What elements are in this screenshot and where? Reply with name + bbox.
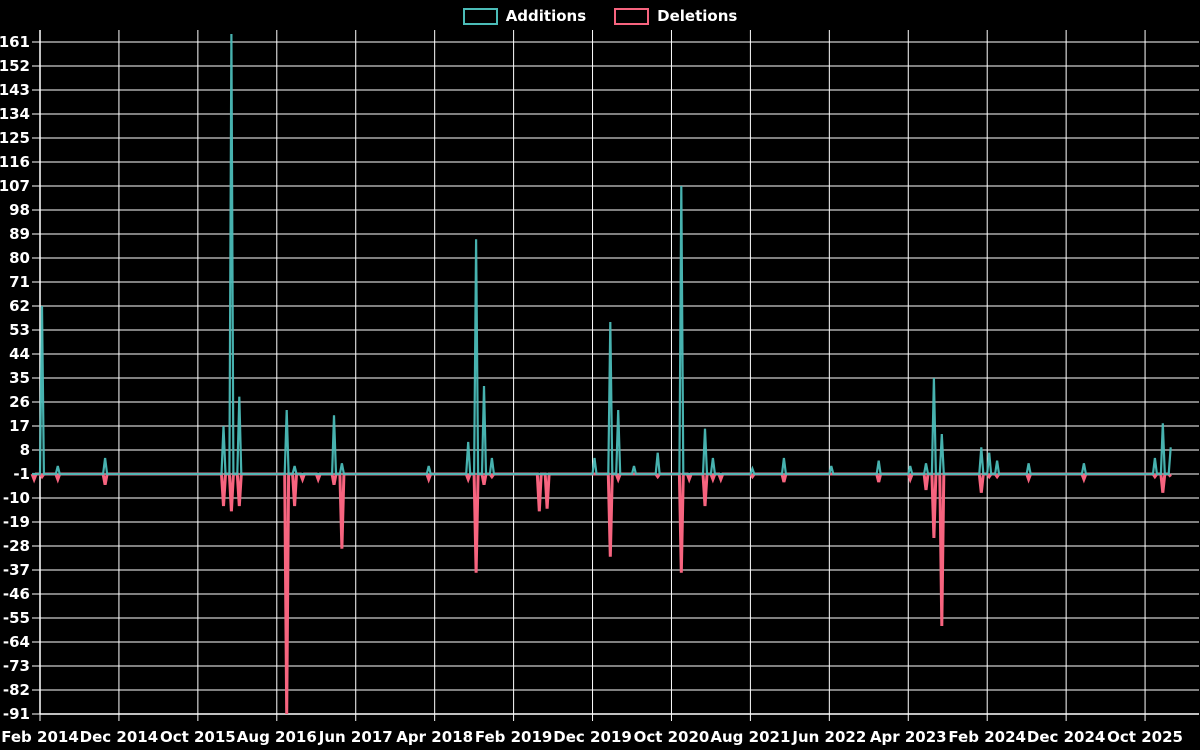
y-axis-tick-label: 17	[9, 417, 30, 435]
y-axis-tick-label: 116	[0, 153, 30, 171]
y-axis-tick-label: 44	[9, 345, 30, 363]
chart-legend: Additions Deletions	[0, 7, 1200, 25]
x-axis-tick-label: Aug 2021	[710, 728, 790, 746]
x-axis-tick-label: Oct 2025	[1107, 728, 1183, 746]
y-axis-tick-label: 161	[0, 33, 30, 51]
y-axis-tick-label: -82	[3, 681, 30, 699]
y-axis-tick-label: -64	[3, 633, 30, 651]
x-axis-tick-label: Jun 2017	[318, 728, 393, 746]
y-axis-tick-label: 125	[0, 129, 30, 147]
y-axis-tick-label: -73	[3, 657, 30, 675]
x-axis-tick-label: Aug 2016	[237, 728, 317, 746]
x-axis-tick-label: Oct 2020	[634, 728, 710, 746]
y-axis-tick-label: -28	[3, 537, 30, 555]
y-axis-tick-label: 107	[0, 177, 30, 195]
legend-label-additions: Additions	[505, 7, 587, 25]
x-axis-tick-label: Apr 2018	[396, 728, 473, 746]
x-axis-tick-label: Oct 2015	[160, 728, 236, 746]
y-axis-tick-label: -91	[3, 705, 30, 723]
y-axis-tick-label: 89	[9, 225, 30, 243]
y-axis-tick-label: 143	[0, 81, 30, 99]
x-axis-tick-label: Apr 2023	[870, 728, 947, 746]
y-axis-tick-label: 71	[9, 273, 30, 291]
y-axis-tick-label: -37	[3, 561, 30, 579]
legend-item-additions[interactable]: Additions	[462, 7, 587, 25]
legend-label-deletions: Deletions	[657, 7, 738, 25]
x-axis-tick-label: Feb 2014	[1, 728, 79, 746]
y-axis-tick-label: 134	[0, 105, 30, 123]
y-axis-tick-label: -19	[3, 513, 30, 531]
y-axis-tick-label: 62	[9, 297, 30, 315]
x-axis-tick-label: Feb 2019	[475, 728, 553, 746]
y-axis-tick-label: 80	[9, 249, 30, 267]
x-axis-tick-label: Dec 2014	[80, 728, 159, 746]
y-axis-tick-label: 152	[0, 57, 30, 75]
additions-line	[32, 33, 1172, 476]
y-axis-tick-label: -1	[13, 465, 30, 483]
y-axis-tick-label: -55	[3, 609, 30, 627]
x-axis-tick-label: Dec 2024	[1027, 728, 1106, 746]
x-axis-tick-label: Dec 2019	[553, 728, 632, 746]
deletions-swatch-icon	[614, 7, 650, 25]
y-axis-tick-label: 35	[9, 369, 30, 387]
y-axis-tick-label: 98	[9, 201, 30, 219]
y-axis-tick-label: -46	[3, 585, 30, 603]
y-axis-tick-label: -10	[3, 489, 30, 507]
y-axis-tick-label: 8	[20, 441, 30, 459]
x-axis-tick-label: Feb 2024	[948, 728, 1026, 746]
y-axis-tick-label: 26	[9, 393, 30, 411]
legend-item-deletions[interactable]: Deletions	[614, 7, 737, 25]
y-axis-tick-label: 53	[9, 321, 30, 339]
x-axis-tick-label: Jun 2022	[791, 728, 866, 746]
additions-swatch-icon	[462, 7, 498, 25]
